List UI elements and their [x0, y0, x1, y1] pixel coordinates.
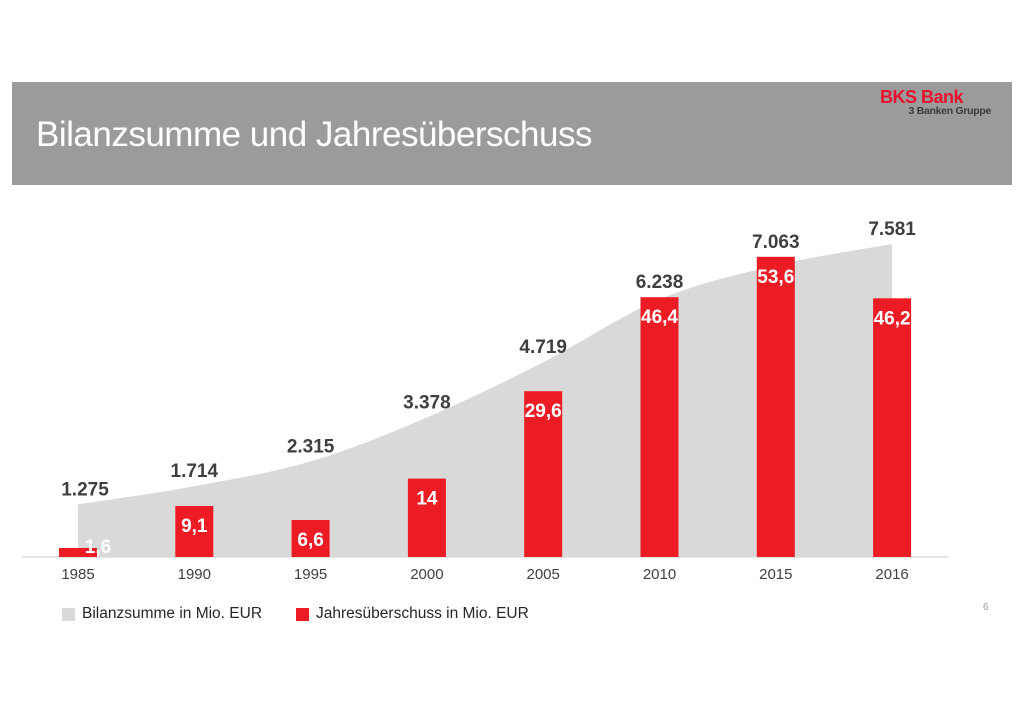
bar-value-label-1985: 1,6: [85, 537, 111, 558]
bar-value-label-1995: 6,6: [297, 530, 323, 551]
chart-legend: Bilanzsumme in Mio. EUR Jahresüberschuss…: [62, 605, 563, 623]
area-value-label-2000: 3.378: [403, 393, 451, 414]
header-band: Bilanzsumme und Jahresüberschuss BKS Ban…: [12, 82, 1012, 185]
x-axis-label-2005: 2005: [527, 566, 560, 583]
bar-value-label-1990: 9,1: [181, 516, 208, 537]
legend-label-jahresueberschuss: Jahresüberschuss in Mio. EUR: [316, 605, 529, 622]
x-axis-label-2010: 2010: [643, 566, 676, 583]
banken-gruppe-logo-text: 3 Banken Gruppe: [908, 105, 992, 117]
bar-2015: [756, 256, 795, 557]
area-value-label-2010: 6.238: [636, 272, 684, 293]
area-value-label-2015: 7.063: [752, 232, 800, 253]
page-title: Bilanzsumme und Jahresüberschuss: [36, 115, 592, 154]
legend-label-bilanzsumme: Bilanzsumme in Mio. EUR: [82, 605, 263, 622]
x-axis-label-2016: 2016: [875, 566, 908, 583]
bar-1990: [175, 506, 214, 557]
page-number: 6: [983, 602, 989, 613]
bar-2016: [873, 298, 912, 557]
area-value-label-1990: 1.714: [171, 461, 219, 482]
x-axis-label-2015: 2015: [759, 566, 792, 583]
jahresueberschuss-swatch-icon: [296, 607, 310, 621]
area-value-label-1995: 2.315: [287, 436, 335, 457]
bar-2000: [407, 478, 446, 557]
x-axis-label-1985: 1985: [61, 566, 94, 583]
bar-value-label-2000: 14: [416, 489, 438, 510]
bar-1995: [291, 520, 330, 557]
bar-value-label-2016: 46,2: [874, 308, 911, 329]
x-axis-label-2000: 2000: [410, 566, 443, 583]
bar-1985: [59, 548, 97, 557]
bks-bank-logo: BKS Bank: [879, 87, 964, 107]
bar-value-label-2015: 53,6: [757, 267, 794, 288]
legend-item-jahresueberschuss: Jahresüberschuss in Mio. EUR: [296, 605, 529, 623]
bilanzsumme-area: [78, 244, 893, 557]
x-axis-label-1990: 1990: [178, 566, 211, 583]
bar-value-label-2005: 29,6: [525, 401, 562, 422]
area-value-label-2016: 7.581: [868, 219, 916, 240]
bar-value-label-2010: 46,4: [641, 307, 678, 328]
x-axis-label-1995: 1995: [294, 566, 327, 583]
bar-2010: [640, 297, 679, 557]
area-value-label-1985: 1.275: [61, 479, 109, 500]
legend-item-bilanzsumme: Bilanzsumme in Mio. EUR: [62, 605, 262, 623]
bar-2005: [524, 391, 563, 557]
bilanzsumme-swatch-icon: [62, 607, 75, 621]
area-value-label-2005: 4.719: [519, 337, 567, 358]
